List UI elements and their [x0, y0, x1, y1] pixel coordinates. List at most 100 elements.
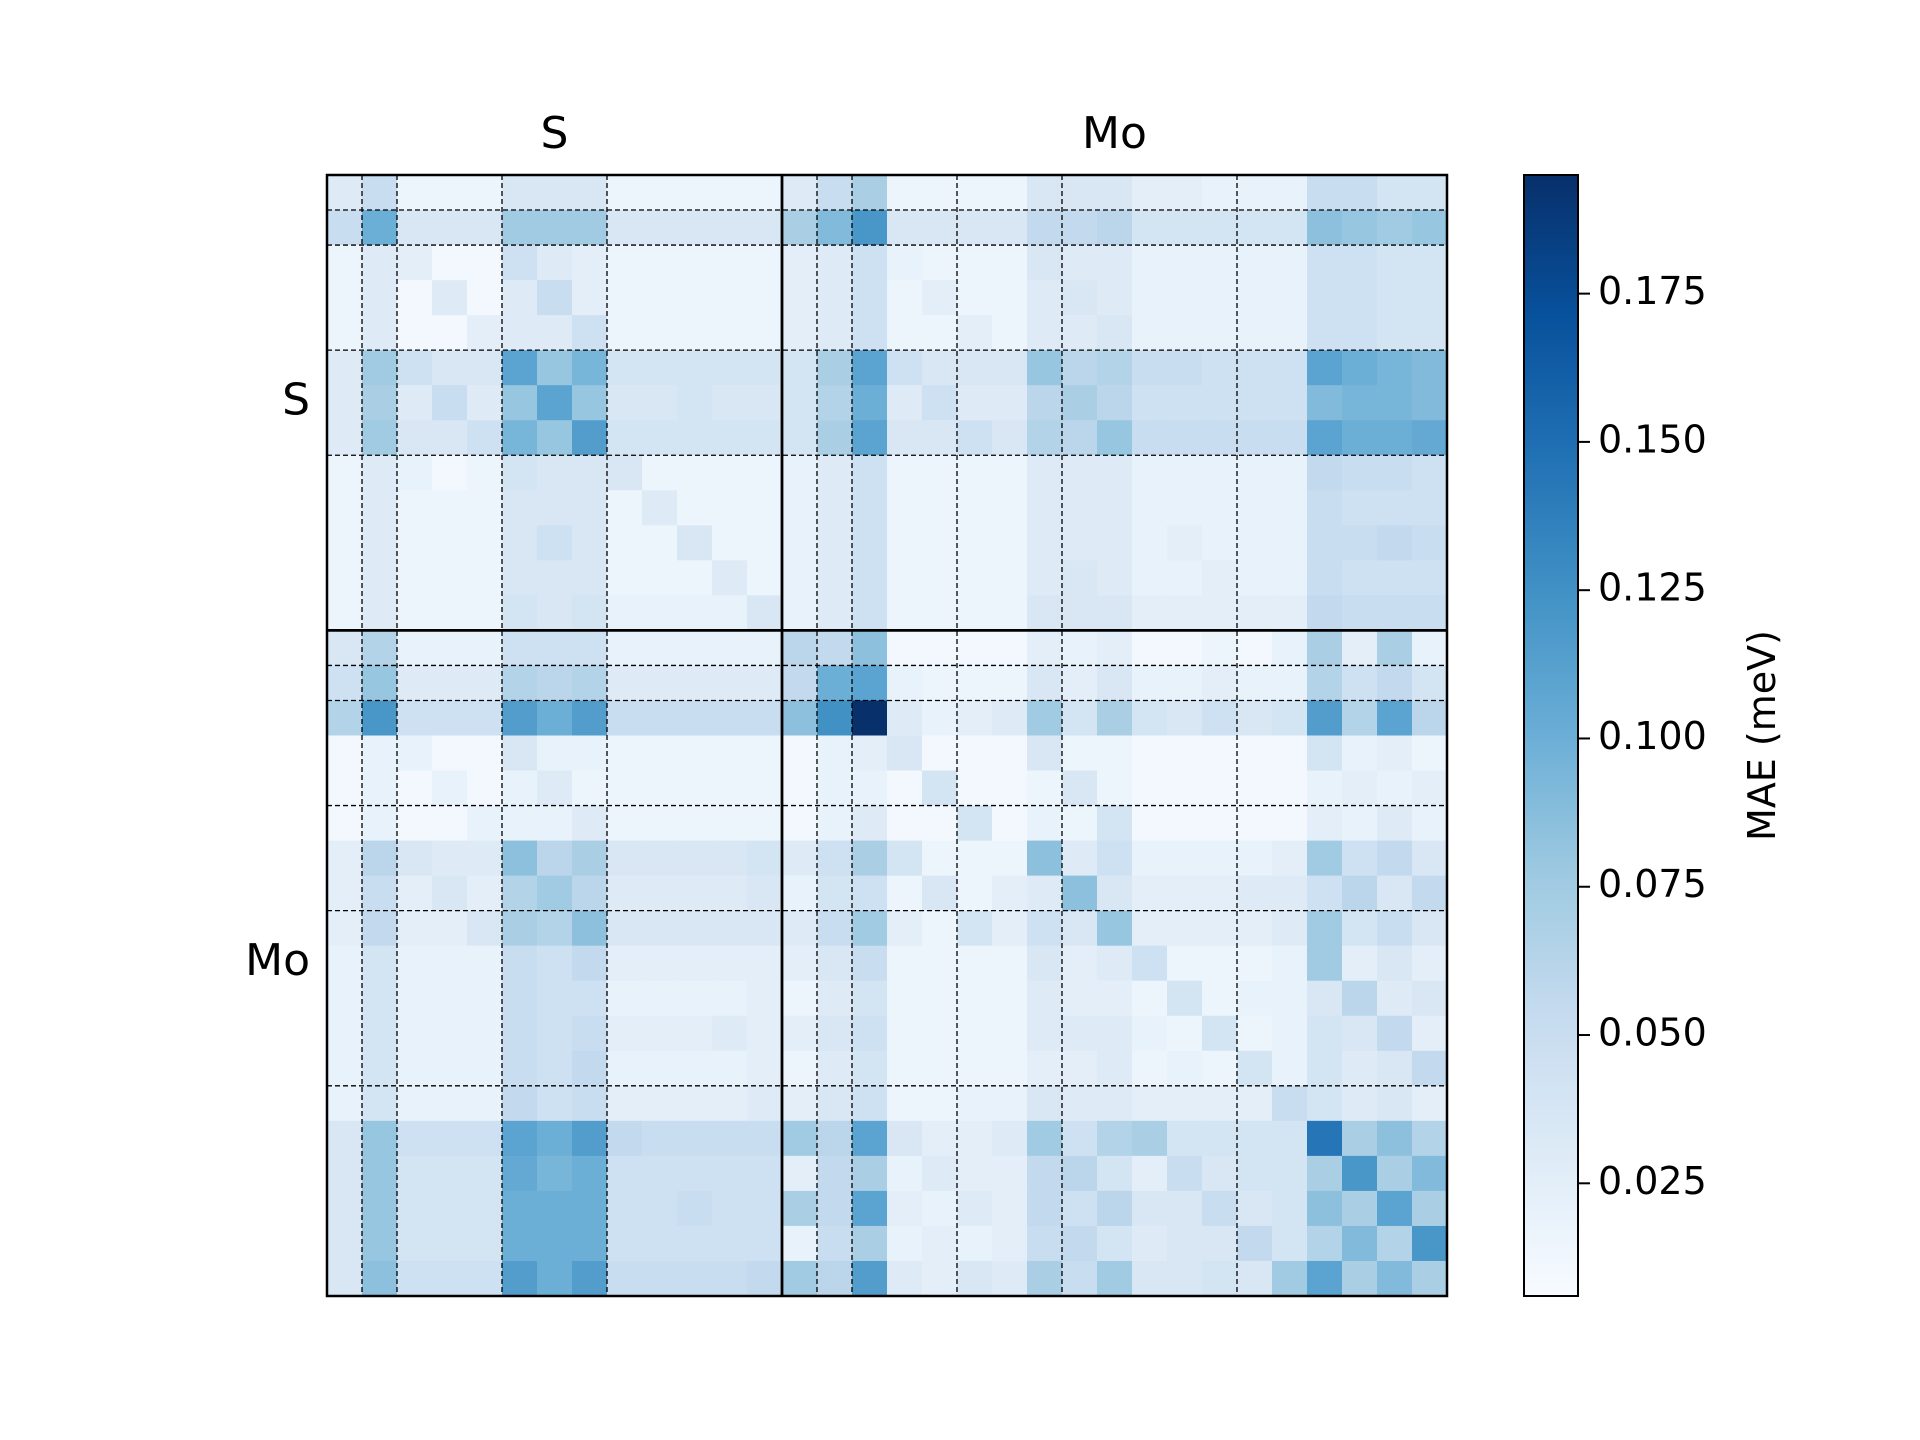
heatmap-cell [1342, 1085, 1378, 1122]
heatmap-cell [817, 1015, 853, 1052]
heatmap-cell [1202, 1015, 1238, 1052]
heatmap-cell [1377, 350, 1413, 386]
heatmap-cell [1412, 245, 1448, 281]
heatmap-cell [992, 595, 1028, 632]
heatmap-cell [1097, 1120, 1133, 1157]
heatmap-cell [467, 700, 503, 737]
heatmap-cell [782, 735, 818, 772]
heatmap-cell [467, 945, 503, 982]
heatmap-cell [922, 420, 958, 456]
heatmap-cell [1272, 420, 1308, 456]
heatmap-cell [607, 1015, 643, 1052]
heatmap-cell [362, 770, 398, 807]
heatmap-cell [1027, 385, 1063, 421]
heatmap-cell [362, 350, 398, 386]
heatmap-cell [1027, 560, 1063, 596]
heatmap-cell [607, 280, 643, 316]
heatmap-cell [1342, 420, 1378, 456]
heatmap-cell [362, 595, 398, 632]
heatmap-cell [817, 560, 853, 596]
heatmap-cell [432, 560, 468, 596]
heatmap-cell [607, 490, 643, 526]
heatmap-cell [1202, 875, 1238, 912]
heatmap-cell [1132, 420, 1168, 456]
heatmap-cell [782, 175, 818, 211]
heatmap-cell [1272, 350, 1308, 386]
heatmap-cell [502, 385, 538, 421]
heatmap-cell [432, 910, 468, 947]
heatmap-cell [572, 1085, 608, 1122]
heatmap-cell [1272, 1120, 1308, 1157]
heatmap-cell [1167, 420, 1203, 456]
heatmap-cell [1097, 210, 1133, 246]
heatmap-cell [922, 1050, 958, 1087]
heatmap-cell [1027, 1260, 1063, 1297]
heatmap-cell [1062, 840, 1098, 877]
heatmap-cell [1202, 315, 1238, 351]
heatmap-cell [992, 665, 1028, 702]
heatmap-cell [397, 665, 433, 702]
heatmap-cell [1097, 1015, 1133, 1052]
heatmap-cell [1202, 945, 1238, 982]
heatmap-cell [852, 455, 888, 491]
heatmap-cell [1272, 700, 1308, 737]
heatmap-cell [782, 1190, 818, 1227]
heatmap-cell [1307, 945, 1343, 982]
heatmap-cell [327, 525, 363, 561]
heatmap-cell [432, 980, 468, 1017]
heatmap-cell [642, 700, 678, 737]
heatmap-cell [817, 350, 853, 386]
heatmap-cell [992, 280, 1028, 316]
heatmap-cell [397, 1260, 433, 1297]
heatmap-cell [782, 595, 818, 632]
heatmap-cell [1377, 210, 1413, 246]
heatmap-cell [1307, 455, 1343, 491]
heatmap-cell [502, 280, 538, 316]
heatmap-cell [1062, 1155, 1098, 1192]
heatmap-cell [957, 315, 993, 351]
heatmap-cell [537, 665, 573, 702]
heatmap-cell [1202, 490, 1238, 526]
heatmap-cell [397, 455, 433, 491]
heatmap-cell [1167, 1050, 1203, 1087]
heatmap-cell [467, 875, 503, 912]
heatmap-cell [677, 735, 713, 772]
heatmap-cell [607, 665, 643, 702]
heatmap-cell [1202, 210, 1238, 246]
heatmap-cell [502, 770, 538, 807]
heatmap-cell [782, 420, 818, 456]
heatmap-cell [1132, 455, 1168, 491]
heatmap-cell [1132, 840, 1168, 877]
heatmap-cell [677, 1015, 713, 1052]
heatmap-cell [712, 420, 748, 456]
heatmap-cell [607, 385, 643, 421]
heatmap-cell [1027, 1015, 1063, 1052]
heatmap-cell [432, 665, 468, 702]
heatmap-cell [712, 455, 748, 491]
heatmap-cell [1307, 280, 1343, 316]
heatmap-cell [1097, 1190, 1133, 1227]
heatmap-cell [1377, 735, 1413, 772]
heatmap-cell [992, 945, 1028, 982]
heatmap-cell [1202, 385, 1238, 421]
heatmap-cell [712, 665, 748, 702]
heatmap-cell [572, 1015, 608, 1052]
heatmap-cell [712, 1085, 748, 1122]
heatmap-cell [1342, 1155, 1378, 1192]
heatmap-cell [1167, 455, 1203, 491]
heatmap-cell [782, 525, 818, 561]
heatmap-cell [397, 1050, 433, 1087]
heatmap-cell [1272, 1190, 1308, 1227]
heatmap-cell [572, 560, 608, 596]
heatmap-cell [677, 910, 713, 947]
heatmap-cell [1132, 280, 1168, 316]
heatmap-cell [1237, 175, 1273, 211]
heatmap-cell [1342, 315, 1378, 351]
heatmap-cell [1377, 980, 1413, 1017]
heatmap-cell [782, 805, 818, 842]
heatmap-cell [502, 665, 538, 702]
heatmap-cell [1237, 1120, 1273, 1157]
heatmap-cell [1167, 525, 1203, 561]
heatmap-cell [1097, 1155, 1133, 1192]
